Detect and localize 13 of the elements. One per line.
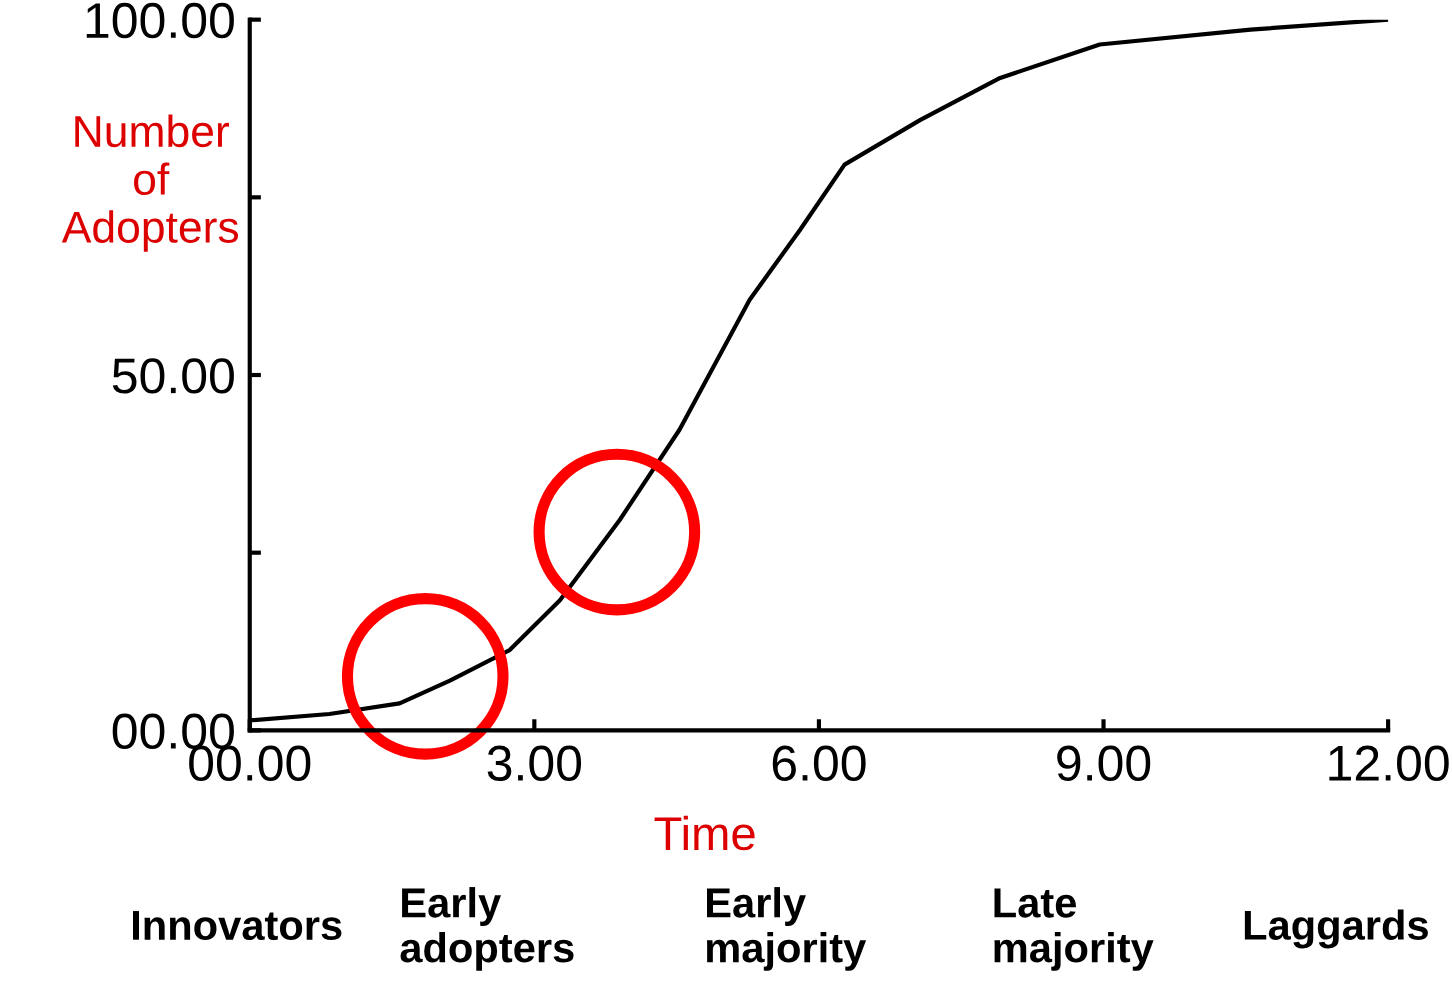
y-tick-label: 50.00 xyxy=(112,358,234,394)
x-tick-label: 6.00 xyxy=(772,745,866,781)
text: Innovators xyxy=(132,911,342,941)
text: Late majority xyxy=(994,888,1154,971)
x-tick-label: 12.00 xyxy=(1329,745,1449,781)
x-tick-label: 3.00 xyxy=(487,745,582,781)
text: Laggards xyxy=(1244,909,1428,949)
text: Early majority xyxy=(706,887,867,971)
x-tick-label: 9.00 xyxy=(1057,745,1151,781)
text: Early adopters xyxy=(400,887,574,971)
x-axis-title: Time xyxy=(654,815,755,851)
y-tick-label: 100.00 xyxy=(86,2,234,39)
y-axis-title: Number of Adopters xyxy=(61,114,239,252)
